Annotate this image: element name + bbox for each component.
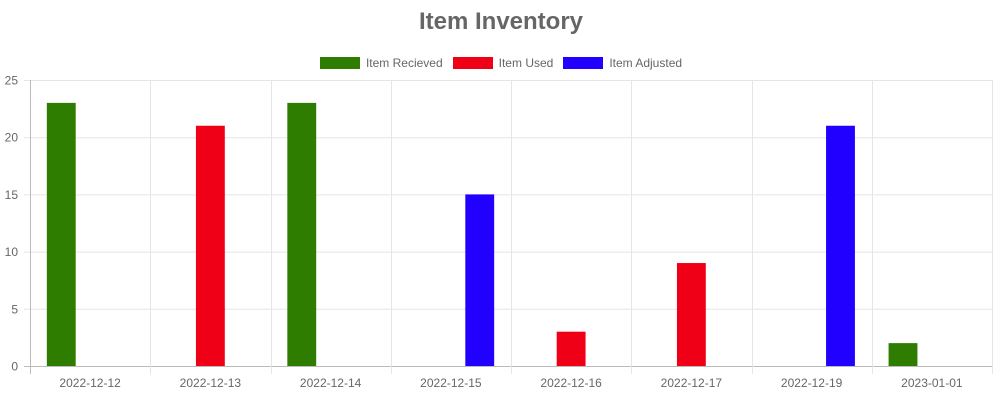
y-tick-label: 5 xyxy=(11,302,18,316)
y-tick-label: 20 xyxy=(5,131,19,145)
x-tick-label: 2022-12-15 xyxy=(420,376,482,390)
x-tick-label: 2022-12-12 xyxy=(59,376,121,390)
y-tick-label: 0 xyxy=(11,360,18,374)
y-tick-label: 25 xyxy=(5,74,19,88)
bar xyxy=(556,331,586,366)
legend: Item Recieved Item Used Item Adjusted xyxy=(0,56,1002,70)
bar xyxy=(676,263,706,366)
y-tick-label: 10 xyxy=(5,245,19,259)
legend-item-adjusted[interactable]: Item Adjusted xyxy=(563,56,682,70)
bar xyxy=(46,102,76,366)
x-tick-label: 2022-12-14 xyxy=(300,376,362,390)
legend-label-received: Item Recieved xyxy=(365,56,443,70)
legend-item-used[interactable]: Item Used xyxy=(452,56,554,70)
bar xyxy=(888,343,918,366)
bar xyxy=(287,102,317,366)
bar xyxy=(195,125,225,366)
legend-label-adjusted: Item Adjusted xyxy=(609,56,683,70)
x-tick-label: 2022-12-19 xyxy=(781,376,843,390)
chart-title: Item Inventory xyxy=(418,8,584,35)
x-tick-label: 2022-12-17 xyxy=(661,376,723,390)
x-tick-label: 2022-12-13 xyxy=(180,376,242,390)
legend-swatch-received xyxy=(319,57,360,69)
bar xyxy=(465,194,495,366)
x-tick-label: 2023-01-01 xyxy=(901,376,963,390)
legend-item-received[interactable]: Item Recieved xyxy=(319,56,443,70)
y-tick-label: 15 xyxy=(5,188,19,202)
x-tick-label: 2022-12-16 xyxy=(540,376,602,390)
legend-swatch-used xyxy=(452,57,493,69)
legend-swatch-adjusted xyxy=(563,57,604,69)
legend-label-used: Item Used xyxy=(498,56,554,70)
bar xyxy=(826,125,855,366)
